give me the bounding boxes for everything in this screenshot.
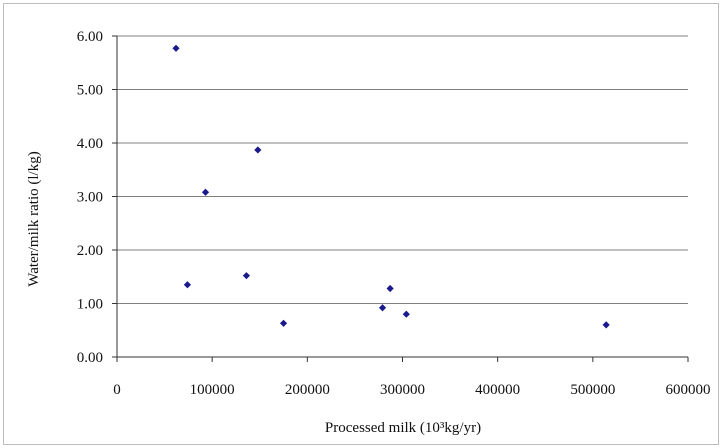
data-point xyxy=(378,304,387,312)
y-tick-label: 1.00 xyxy=(77,297,103,313)
data-point xyxy=(386,284,394,293)
axes xyxy=(112,35,689,362)
data-point xyxy=(242,272,251,280)
data-point xyxy=(172,44,180,52)
x-tick-label: 200000 xyxy=(285,382,330,398)
y-tick-label: 3.00 xyxy=(77,190,103,206)
x-axis-label: Processed milk (10³kg/yr) xyxy=(325,420,481,436)
x-tick-label: 0 xyxy=(113,382,121,398)
y-tick-label: 0.00 xyxy=(77,350,103,366)
x-tick-label: 300000 xyxy=(380,382,425,398)
data-point xyxy=(402,310,410,318)
x-tick-labels: 0 100000 200000 300000 400000 500000 600000 xyxy=(113,382,710,398)
scatter-chart: 0.00 1.00 2.00 3.00 4.00 5.00 6.00 0 100000 2000… xyxy=(26,29,711,436)
chart-frame: 0.00 1.00 2.00 3.00 4.00 5.00 6.00 0 100000 2000… xyxy=(3,3,719,445)
y-tick-label: 2.00 xyxy=(77,243,103,259)
x-tick-label: 500000 xyxy=(570,382,615,398)
y-tick-label: 5.00 xyxy=(77,83,103,99)
data-point xyxy=(254,146,262,154)
y-axis-label: Water/milk ratio (l/kg) xyxy=(26,151,42,286)
y-tick-label: 6.00 xyxy=(77,29,103,45)
x-tick-label: 400000 xyxy=(475,382,520,398)
y-tick-label: 4.00 xyxy=(77,136,103,152)
data-point xyxy=(201,188,210,196)
y-tick-labels: 0.00 1.00 2.00 3.00 4.00 5.00 6.00 xyxy=(77,29,103,366)
data-points xyxy=(172,44,610,329)
data-point xyxy=(279,319,288,327)
x-tick-label: 100000 xyxy=(190,382,235,398)
x-tick-label: 600000 xyxy=(666,382,711,398)
data-point xyxy=(602,321,610,329)
gridlines xyxy=(117,35,688,304)
data-point xyxy=(183,281,192,289)
